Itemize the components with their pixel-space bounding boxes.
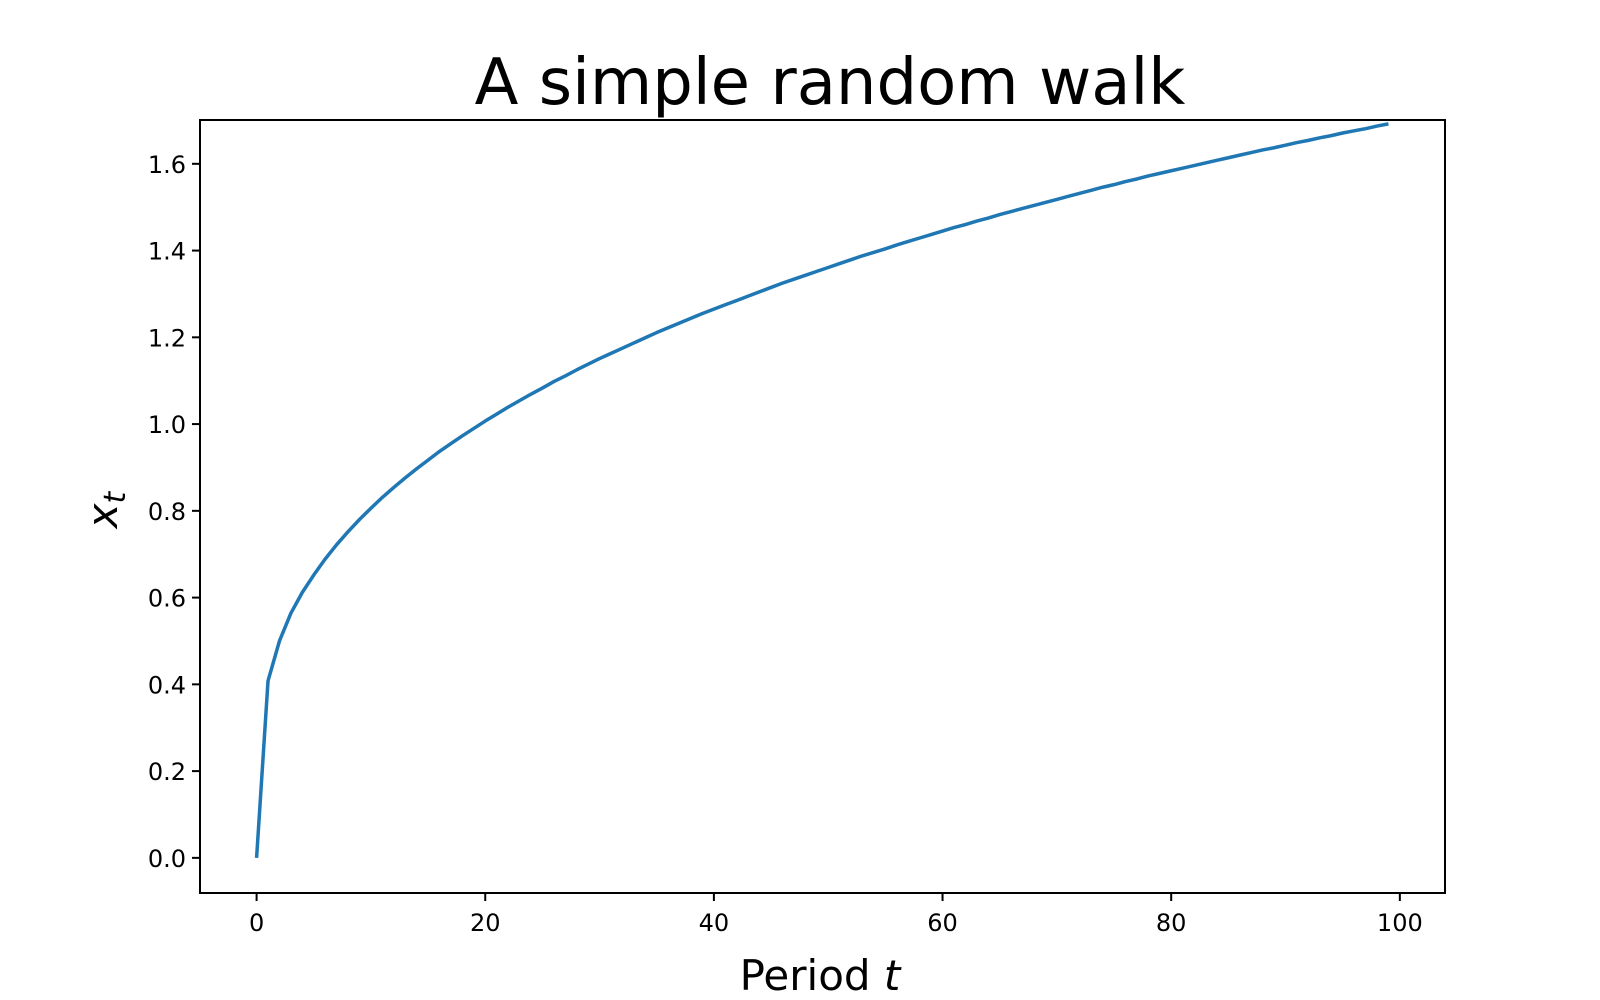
y-tick-label: 0.8	[148, 498, 186, 526]
y-tick-label: 1.6	[148, 151, 186, 179]
x-tick-label: 20	[470, 909, 501, 937]
x-axis-ticks: 0 20 40 60 80 100	[249, 893, 1423, 937]
x-tick-label: 80	[1156, 909, 1187, 937]
y-axis-label: xt	[78, 490, 133, 530]
x-tick-label: 0	[249, 909, 264, 937]
y-tick-label: 0.6	[148, 585, 186, 613]
y-tick-label: 1.2	[148, 324, 186, 352]
chart-title: A simple random walk	[475, 46, 1186, 120]
y-tick-label: 0.0	[148, 845, 186, 873]
y-tick-label: 0.2	[148, 758, 186, 786]
y-tick-label: 1.4	[148, 238, 186, 266]
y-tick-label: 1.0	[148, 411, 186, 439]
y-tick-label: 0.4	[148, 671, 186, 699]
plot-area-frame	[199, 119, 1446, 894]
y-axis-ticks: 0.0 0.2 0.4 0.6 0.8 1.0 1.2 1.4 1.6	[148, 151, 200, 873]
x-axis-label: Period t	[740, 951, 902, 1000]
x-tick-label: 40	[699, 909, 730, 937]
x-tick-label: 60	[927, 909, 958, 937]
series-line	[254, 122, 1389, 858]
x-tick-label: 100	[1377, 909, 1423, 937]
